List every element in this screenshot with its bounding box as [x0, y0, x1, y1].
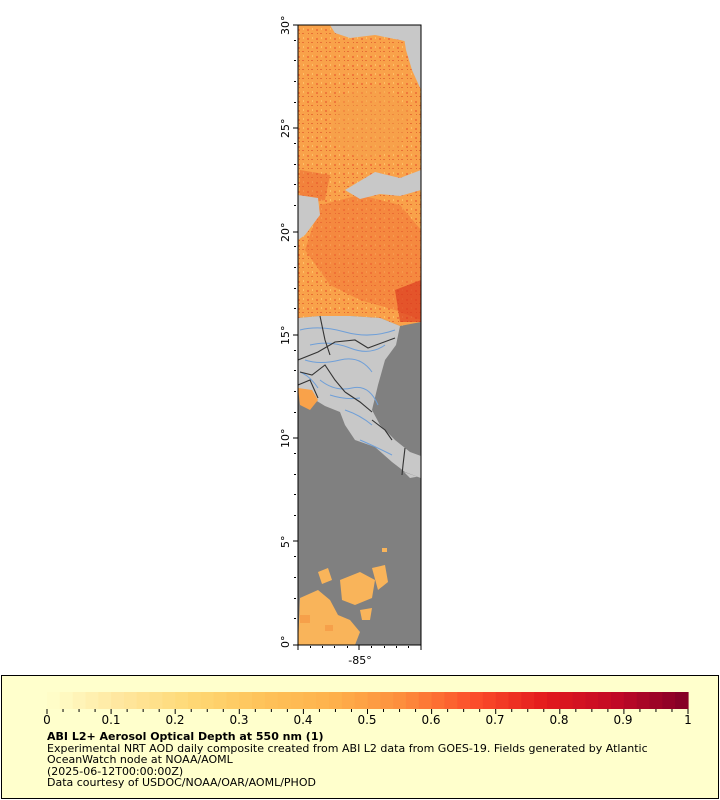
cb-label-0.7: 0.7	[485, 713, 504, 727]
colorbar-swatch	[649, 692, 663, 709]
colorbar-swatch	[585, 692, 599, 709]
colorbar-swatch	[264, 692, 279, 709]
lat-label-5: 5°	[279, 536, 292, 549]
aod-coastal-patch	[298, 388, 318, 410]
legend-credit: Data courtesy of USDOC/NOAA/OAR/AOML/PHO…	[47, 776, 316, 789]
colorbar-swatch	[47, 692, 61, 709]
colorbar-swatch	[316, 692, 330, 709]
colorbar-swatch	[470, 692, 484, 709]
cb-label-0.5: 0.5	[357, 713, 376, 727]
colorbar-swatch	[188, 692, 202, 709]
colorbar-swatch	[85, 692, 99, 709]
colorbar-swatch	[546, 692, 561, 709]
colorbar-swatch	[213, 692, 228, 709]
colorbar-swatch	[418, 692, 433, 709]
colorbar-swatch	[521, 692, 535, 709]
colorbar-swatch	[393, 692, 407, 709]
cb-label-0: 0	[43, 713, 51, 727]
legend-text: ABI L2+ Aerosol Optical Depth at 550 nm …	[47, 731, 687, 789]
aod-field-north	[298, 25, 421, 326]
cb-label-0.3: 0.3	[229, 713, 248, 727]
aod-map: 0° 5° 10° 15° 20° 25° 30° -85°	[279, 16, 422, 667]
colorbar-swatch	[354, 692, 369, 709]
lat-label-0: 0°	[279, 636, 292, 649]
lat-label-30: 30°	[279, 16, 292, 36]
cb-label-0.9: 0.9	[613, 713, 632, 727]
colorbar-swatch	[123, 692, 138, 709]
lon-minor-ticks	[310, 646, 409, 648]
colorbar-swatch	[534, 692, 548, 709]
colorbar-swatch	[252, 692, 266, 709]
colorbar-swatch	[380, 692, 394, 709]
lat-label-10: 10°	[279, 429, 292, 449]
colorbar-swatch	[598, 692, 612, 709]
colorbar-swatch	[444, 692, 458, 709]
lat-label-15: 15°	[279, 326, 292, 346]
colorbar-swatch	[572, 692, 587, 709]
cb-label-0.8: 0.8	[549, 713, 568, 727]
cb-label-0.4: 0.4	[293, 713, 312, 727]
lat-label-20: 20°	[279, 223, 292, 243]
colorbar-swatch	[136, 692, 151, 709]
colorbar-swatch	[162, 692, 176, 709]
legend-description-line1: Experimental NRT AOD daily composite cre…	[47, 741, 648, 755]
colorbar-swatch	[482, 692, 497, 709]
colorbar-swatch	[431, 692, 446, 709]
colorbar-swatch	[72, 692, 87, 709]
colorbar-swatch	[290, 692, 304, 709]
cb-label-0.1: 0.1	[101, 713, 120, 727]
lon-axis	[297, 645, 422, 650]
legend-description-line2: OceanWatch node at NOAA/AOML	[47, 753, 233, 766]
colorbar-tick-labels: 0 0.1 0.2 0.3 0.4 0.5 0.6 0.7 0.8 0.9 1	[43, 713, 692, 727]
colorbar-swatch	[98, 692, 112, 709]
cb-label-0.2: 0.2	[165, 713, 184, 727]
colorbar-swatch	[329, 692, 343, 709]
colorbar-swatches	[47, 692, 689, 709]
cb-label-1: 1	[684, 713, 692, 727]
colorbar-swatch	[367, 692, 381, 709]
lat-minor-ticks	[294, 40, 296, 619]
colorbar-swatch	[495, 692, 510, 709]
colorbar-swatch	[559, 692, 574, 709]
colorbar-swatch	[675, 692, 689, 709]
colorbar-swatch	[636, 692, 651, 709]
cb-label-0.6: 0.6	[421, 713, 440, 727]
colorbar-swatch	[508, 692, 522, 709]
borders	[298, 315, 406, 476]
lat-axis	[293, 24, 298, 646]
colorbar-swatch	[303, 692, 317, 709]
lat-label-25: 25°	[279, 119, 292, 139]
colorbar-swatch	[611, 692, 625, 709]
lon-label-neg85: -85°	[348, 654, 371, 667]
rivers	[299, 327, 396, 456]
colorbar-swatch	[662, 692, 676, 709]
colorbar-swatch	[111, 692, 125, 709]
colorbar-swatch	[277, 692, 292, 709]
colorbar-swatch	[59, 692, 74, 709]
colorbar-swatch	[405, 692, 420, 709]
legend-title: ABI L2+ Aerosol Optical Depth at 550 nm …	[47, 730, 324, 743]
legend-date: (2025-06-12T00:00:00Z)	[47, 764, 184, 778]
aod-field-south	[298, 548, 388, 645]
land-north	[298, 25, 421, 240]
colorbar-swatch	[175, 692, 189, 709]
colorbar-swatch	[200, 692, 215, 709]
colorbar-swatch	[457, 692, 471, 709]
colorbar-swatch	[623, 692, 638, 709]
colorbar-swatch	[149, 692, 163, 709]
colorbar-swatch	[226, 692, 240, 709]
colorbar-ticks	[46, 709, 689, 714]
colorbar-swatch	[239, 692, 253, 709]
colorbar-swatch	[341, 692, 356, 709]
